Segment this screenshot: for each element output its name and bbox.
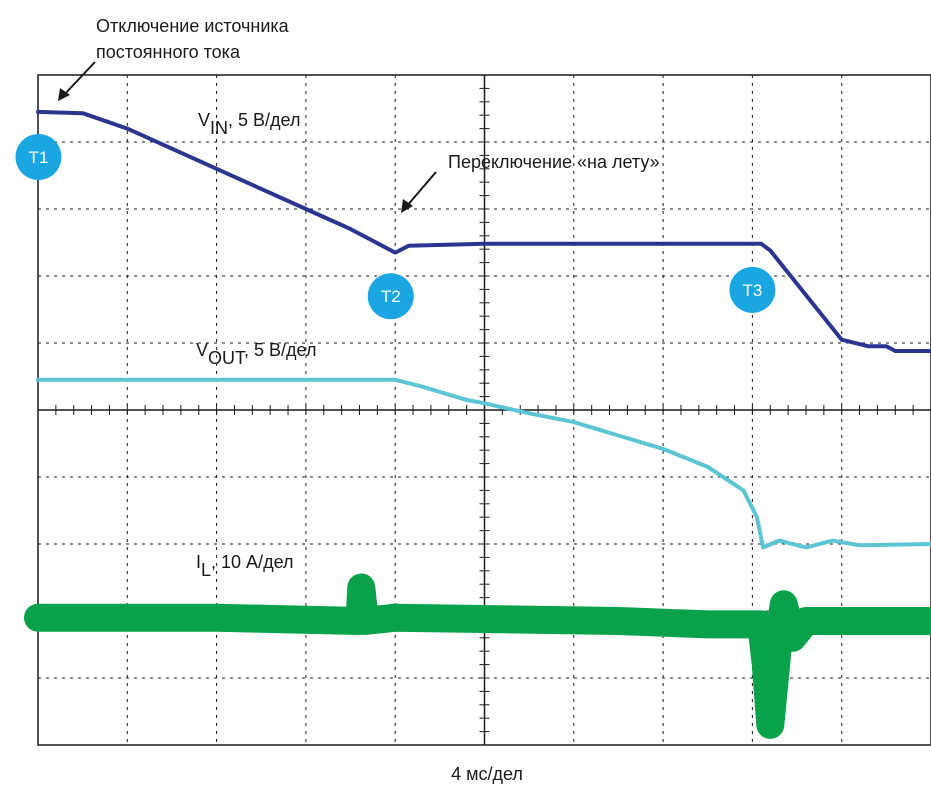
marker-circle	[15, 133, 62, 180]
annotation-dc-off-line1: Отключение источника	[96, 16, 290, 36]
marker-t2: T2	[367, 273, 414, 320]
marker-circle	[367, 273, 414, 320]
traces	[24, 109, 931, 739]
series-il-line	[24, 573, 931, 739]
marker-label: T1	[29, 148, 49, 167]
annotation-dc-off-arrow	[61, 61, 96, 98]
annotation-hot-swap: Переключение «на лету»	[448, 152, 660, 172]
time-markers: T1 T2 T3	[15, 133, 776, 320]
vout-label: VOUT, 5 В/дел	[196, 340, 316, 368]
annotation-dc-off-line2: постоянного тока	[96, 42, 241, 62]
series-vin-line	[36, 109, 931, 353]
annotation-dc-off-arrowhead	[58, 88, 70, 101]
vin-label: VIN, 5 В/дел	[198, 110, 300, 138]
annotations: Отключение источника постоянного тока Пе…	[58, 16, 660, 784]
annotation-hot-swap-arrow	[405, 171, 437, 208]
marker-t1: T1	[15, 133, 62, 180]
marker-label: T2	[381, 287, 401, 306]
marker-label: T3	[742, 281, 762, 300]
marker-circle	[729, 266, 776, 313]
il-label: IL, 10 А/дел	[196, 552, 293, 580]
series-vout-line	[36, 377, 931, 550]
x-axis-label: 4 мс/дел	[451, 764, 523, 784]
annotation-hot-swap-arrowhead	[401, 199, 413, 213]
marker-t3: T3	[729, 266, 776, 313]
